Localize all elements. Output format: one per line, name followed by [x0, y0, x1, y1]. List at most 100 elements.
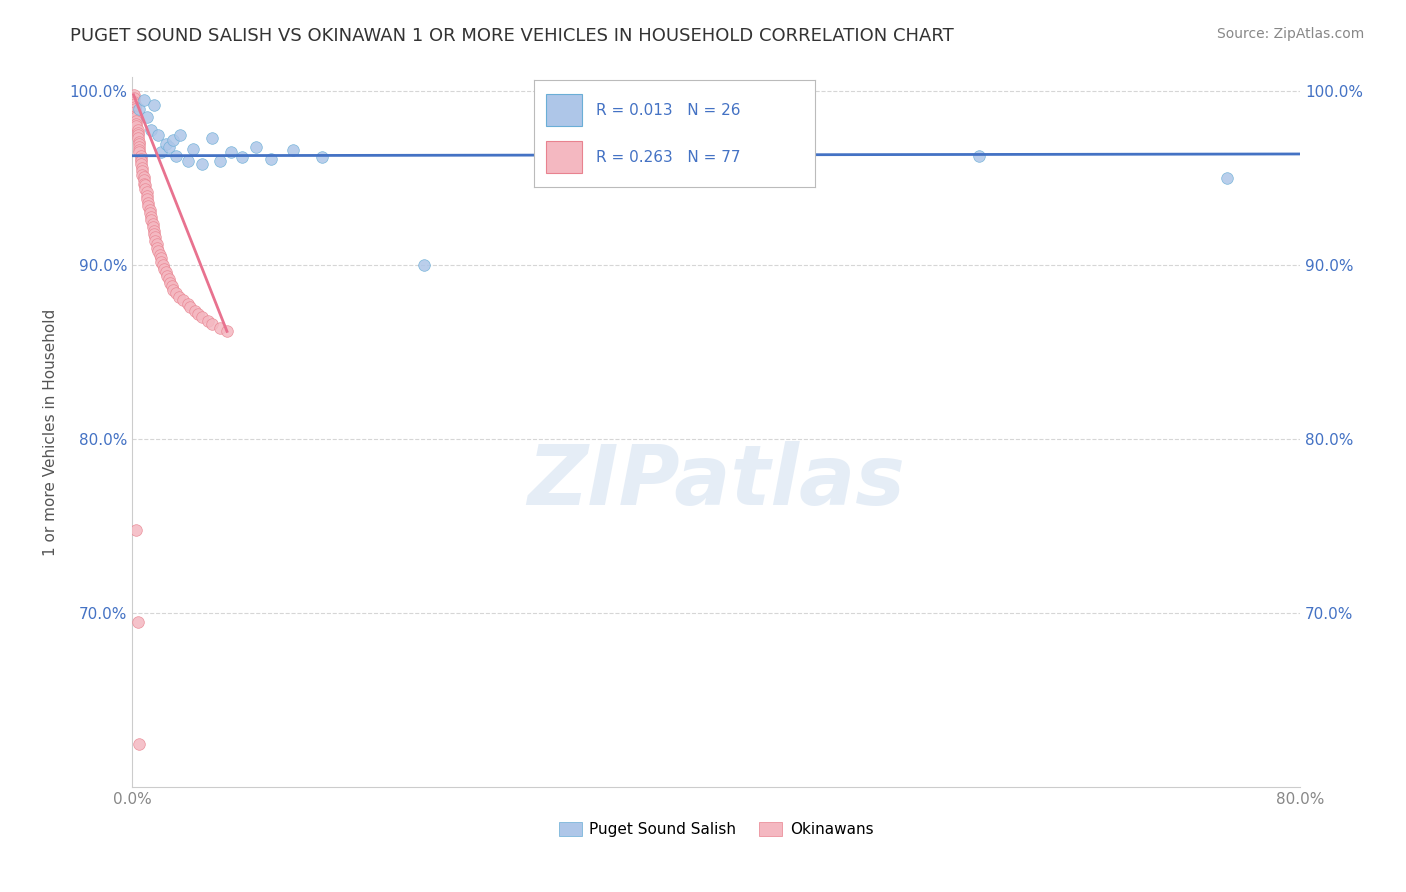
- Point: [156, 268, 179, 283]
- Text: Source: ZipAtlas.com: Source: ZipAtlas.com: [1216, 27, 1364, 41]
- Point: [132, 173, 155, 187]
- Point: [129, 152, 152, 166]
- Point: [124, 102, 146, 116]
- Point: [124, 100, 146, 114]
- Point: [176, 296, 198, 310]
- Point: [148, 128, 170, 142]
- Point: [191, 310, 214, 325]
- Point: [208, 321, 231, 335]
- Point: [165, 286, 187, 301]
- Point: [134, 182, 156, 196]
- Text: PUGET SOUND SALISH VS OKINAWAN 1 OR MORE VEHICLES IN HOUSEHOLD CORRELATION CHART: PUGET SOUND SALISH VS OKINAWAN 1 OR MORE…: [70, 27, 955, 45]
- Point: [146, 237, 169, 252]
- Point: [201, 318, 224, 332]
- Point: [132, 169, 155, 184]
- Point: [129, 157, 152, 171]
- Point: [159, 276, 181, 290]
- Point: [139, 122, 162, 136]
- Point: [135, 186, 157, 200]
- Point: [150, 255, 173, 269]
- Point: [135, 111, 157, 125]
- FancyBboxPatch shape: [546, 141, 582, 173]
- Text: R = 0.263   N = 77: R = 0.263 N = 77: [596, 150, 741, 165]
- Point: [143, 223, 166, 237]
- Point: [187, 307, 209, 321]
- Point: [128, 145, 150, 160]
- Point: [127, 126, 149, 140]
- Point: [122, 95, 145, 109]
- Point: [165, 149, 187, 163]
- FancyBboxPatch shape: [546, 95, 582, 127]
- Point: [155, 136, 177, 151]
- Point: [131, 164, 153, 178]
- Point: [145, 230, 167, 244]
- Point: [125, 114, 148, 128]
- Point: [169, 128, 191, 142]
- Y-axis label: 1 or more Vehicles in Household: 1 or more Vehicles in Household: [44, 309, 58, 556]
- Point: [311, 151, 333, 165]
- Point: [260, 152, 283, 166]
- Point: [160, 279, 183, 293]
- Point: [162, 133, 184, 147]
- Point: [124, 109, 146, 123]
- Text: R = 0.013   N = 26: R = 0.013 N = 26: [596, 103, 741, 118]
- Point: [281, 144, 304, 158]
- Point: [146, 241, 169, 255]
- Point: [179, 300, 201, 314]
- Point: [128, 737, 150, 751]
- Point: [184, 303, 207, 318]
- Point: [128, 135, 150, 149]
- Point: [125, 523, 148, 537]
- Point: [167, 290, 190, 304]
- Legend: Puget Sound Salish, Okinawans: Puget Sound Salish, Okinawans: [553, 816, 880, 843]
- Point: [129, 153, 152, 168]
- Point: [413, 258, 436, 272]
- Point: [139, 213, 162, 227]
- Point: [138, 202, 160, 217]
- Point: [128, 140, 150, 154]
- Text: ZIPatlas: ZIPatlas: [527, 442, 905, 523]
- Point: [136, 199, 159, 213]
- Point: [221, 145, 243, 160]
- Point: [138, 206, 160, 220]
- Point: [128, 102, 150, 116]
- Point: [208, 153, 231, 168]
- Point: [131, 168, 153, 182]
- Point: [155, 265, 177, 279]
- Point: [136, 195, 159, 210]
- Point: [129, 149, 152, 163]
- Point: [172, 293, 194, 307]
- Point: [131, 161, 153, 175]
- Point: [245, 140, 267, 154]
- Point: [176, 153, 198, 168]
- Point: [149, 248, 172, 262]
- Point: [125, 111, 148, 125]
- Point: [191, 157, 214, 171]
- Point: [157, 140, 180, 154]
- Point: [125, 117, 148, 131]
- Point: [124, 105, 146, 120]
- Point: [135, 192, 157, 206]
- Point: [122, 91, 145, 105]
- Point: [153, 261, 176, 276]
- Point: [135, 188, 157, 202]
- Point: [128, 144, 150, 158]
- Point: [157, 272, 180, 286]
- Point: [1216, 171, 1239, 186]
- Point: [152, 258, 174, 272]
- Point: [127, 128, 149, 142]
- Point: [132, 177, 155, 191]
- Point: [148, 244, 170, 259]
- Point: [127, 131, 149, 145]
- Point: [143, 98, 166, 112]
- Point: [967, 149, 990, 163]
- Point: [128, 136, 150, 151]
- Point: [197, 314, 219, 328]
- Point: [150, 145, 173, 160]
- Point: [122, 87, 145, 102]
- Point: [127, 615, 149, 629]
- Point: [127, 122, 149, 136]
- Point: [141, 220, 163, 235]
- Point: [162, 283, 184, 297]
- Point: [124, 96, 146, 111]
